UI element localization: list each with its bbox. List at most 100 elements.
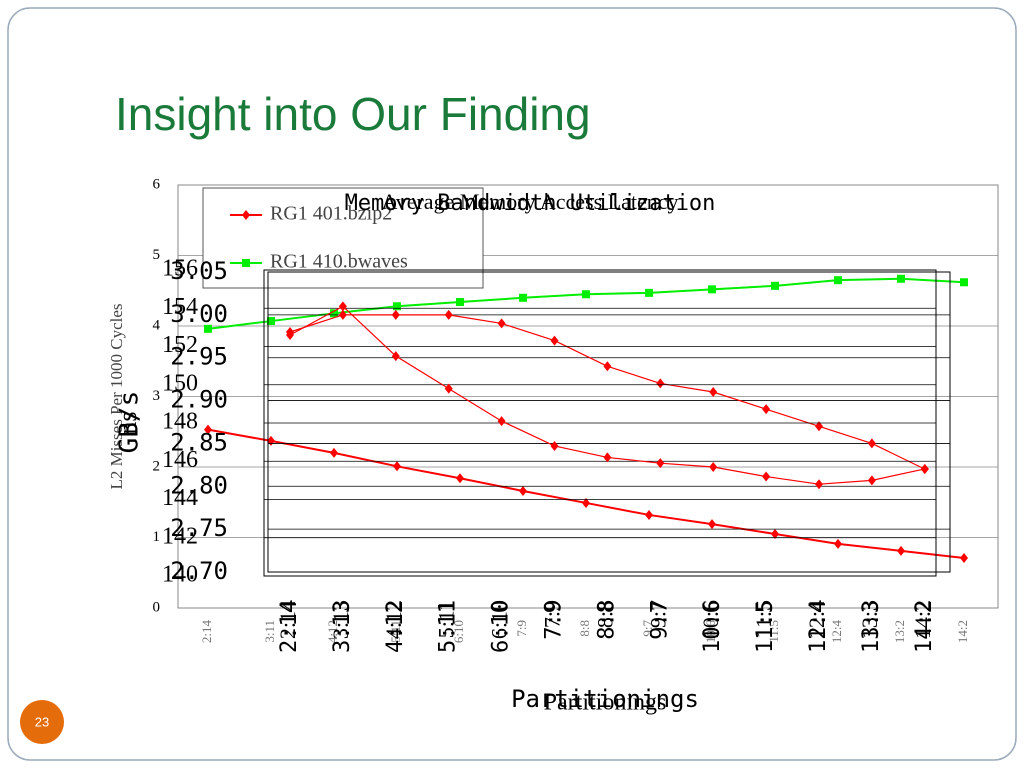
- x-tick-label: 9:7: [647, 600, 672, 640]
- y-tick-label: 5: [153, 247, 161, 263]
- data-point: [338, 309, 347, 320]
- x-tick-label: 7:9: [542, 600, 567, 640]
- data-point: [960, 278, 968, 287]
- y-tick-label: 140: [162, 562, 198, 588]
- y-tick-label: 2.95: [170, 343, 228, 371]
- y-tick-label: 2.90: [170, 386, 228, 414]
- data-point: [645, 288, 653, 297]
- data-point: [920, 463, 929, 474]
- x-tick-label: 13:2: [892, 620, 907, 643]
- data-point: [656, 378, 665, 389]
- data-point: [456, 473, 464, 484]
- x-tick-label: 12:4: [829, 620, 844, 644]
- data-point: [867, 475, 876, 486]
- y-axis-label: GB/s: [115, 391, 145, 454]
- x-tick-label: 3:13: [330, 600, 355, 653]
- x-tick-label: 10:6: [703, 620, 718, 644]
- x-tick-label: 12:4: [806, 600, 831, 653]
- data-point: [393, 302, 401, 311]
- data-point: [834, 538, 842, 549]
- y-tick-label: 142: [162, 523, 198, 549]
- data-point: [897, 545, 905, 556]
- y-tick-label: 4: [153, 317, 161, 333]
- x-tick-label: 13:3: [859, 600, 884, 653]
- legend-box: [202, 187, 484, 289]
- page-number: 23: [35, 714, 49, 729]
- data-point: [771, 528, 779, 539]
- y-tick-label: 2.75: [170, 514, 228, 542]
- data-point: [708, 285, 716, 294]
- data-point: [444, 383, 453, 394]
- x-tick-label: 11:5: [751, 600, 776, 638]
- data-point: [582, 497, 590, 508]
- x-tick-label: 11:5: [753, 600, 778, 653]
- y-tick-label: 3.05: [170, 257, 228, 285]
- x-tick-label: 9:7: [640, 620, 655, 637]
- x-tick-label: 7:9: [540, 600, 565, 628]
- y-tick-label: 2: [153, 458, 161, 474]
- x-tick-label: 4:12: [381, 600, 406, 639]
- data-point: [582, 290, 590, 299]
- data-point: [338, 301, 347, 312]
- data-point: [393, 461, 401, 472]
- x-tick-label: 8:8: [592, 600, 617, 628]
- y-tick-label: 154: [162, 294, 198, 320]
- x-tick-label: 4:12: [383, 600, 408, 653]
- x-tick-label: 2:14: [199, 620, 214, 644]
- legend-marker: [242, 259, 250, 267]
- x-tick-label: 12:4: [804, 600, 829, 639]
- data-point: [267, 317, 275, 326]
- x-tick-label: 5:11: [388, 620, 403, 643]
- data-point: [286, 330, 294, 341]
- x-tick-label: 8:8: [577, 620, 592, 637]
- data-point: [550, 335, 559, 346]
- data-point: [897, 274, 905, 283]
- y-tick-label: 3.00: [170, 300, 228, 328]
- chart-title: Average Memory Access Latency: [381, 189, 678, 214]
- data-point: [603, 452, 612, 463]
- y-tick-label: 144: [162, 485, 198, 511]
- data-point: [708, 519, 716, 530]
- data-point: [762, 404, 771, 415]
- data-point: [815, 421, 823, 432]
- data-point: [709, 461, 718, 472]
- x-tick-label: 3:13: [328, 600, 353, 639]
- x-tick-label: 6:10: [489, 600, 514, 653]
- y-tick-label: 2.80: [170, 471, 228, 499]
- x-tick-label: 6:10: [487, 600, 512, 639]
- x-tick-label: 14:2: [912, 600, 937, 653]
- y-tick-label: 146: [162, 447, 198, 473]
- x-tick-label: 10:6: [698, 600, 723, 639]
- data-point: [762, 471, 771, 482]
- x-axis-label: Partitionings: [511, 685, 699, 713]
- x-tick-label: 5:11: [436, 600, 461, 653]
- data-point: [550, 440, 559, 451]
- legend-marker: [242, 210, 250, 220]
- x-tick-label: 14:2: [955, 620, 970, 643]
- data-point: [204, 324, 212, 333]
- data-point: [645, 509, 653, 520]
- data-point: [834, 276, 842, 285]
- data-point: [391, 309, 400, 320]
- data-point: [960, 552, 968, 563]
- data-point: [656, 458, 665, 469]
- data-point: [330, 447, 338, 458]
- x-tick-label: 10:6: [700, 600, 725, 653]
- x-tick-label: 13:3: [857, 600, 882, 639]
- x-tick-label: 3:11: [262, 620, 277, 643]
- y-tick-label: 3: [153, 388, 161, 404]
- data-point: [771, 281, 779, 290]
- y-tick-label: 0: [153, 599, 161, 615]
- data-point: [603, 361, 612, 372]
- slide-title: Insight into Our Finding: [115, 88, 591, 140]
- y-tick-label: 156: [162, 256, 198, 282]
- data-point: [497, 318, 506, 329]
- legend-label: RG1 401.bzip2: [270, 203, 392, 225]
- x-tick-label: 8:8: [594, 600, 619, 640]
- data-point: [204, 424, 212, 435]
- data-point: [815, 479, 823, 490]
- x-axis-label: Partitionings: [544, 690, 667, 716]
- y-tick-label: 2.70: [170, 557, 228, 585]
- data-point: [444, 309, 453, 320]
